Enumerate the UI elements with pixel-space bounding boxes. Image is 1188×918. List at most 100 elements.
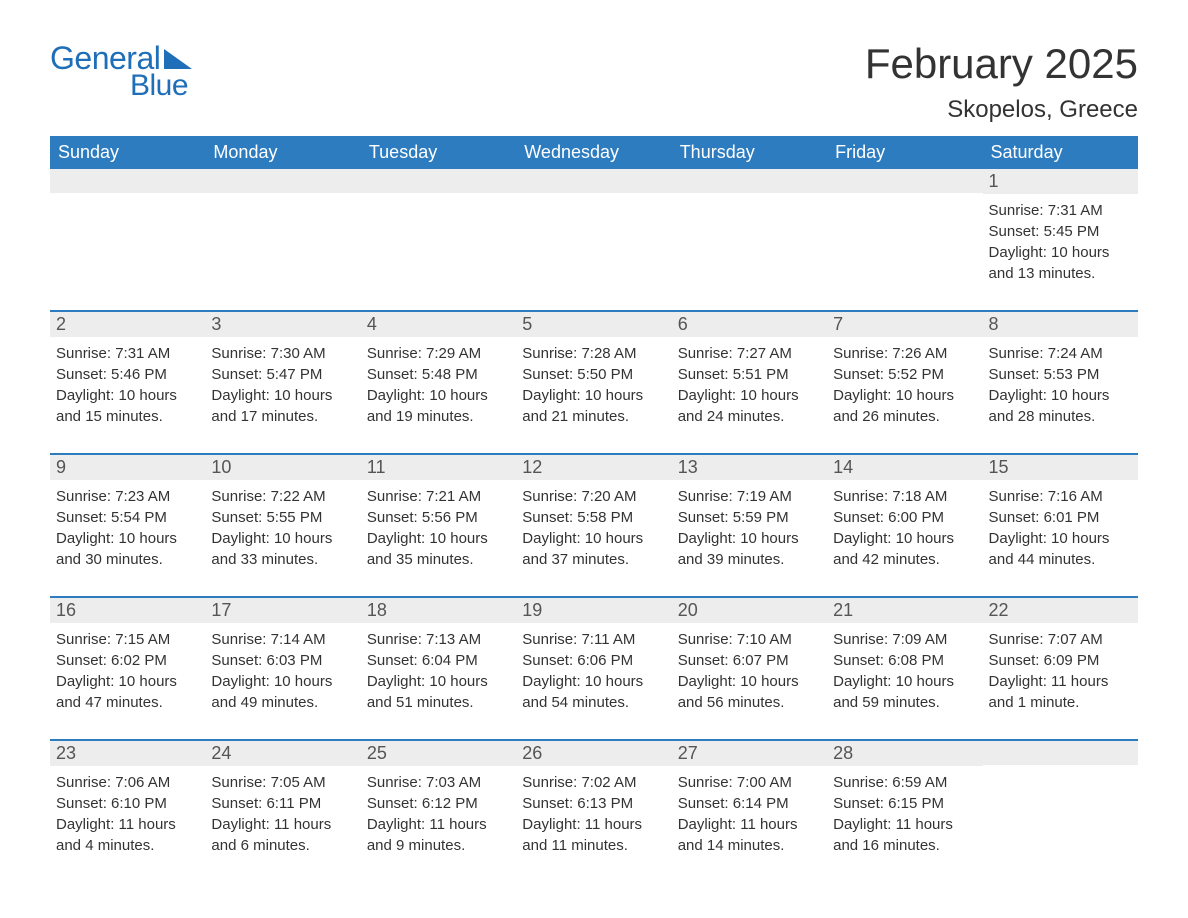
day-sunrise: Sunrise: 7:22 AM	[211, 486, 354, 507]
day-cell: 5Sunrise: 7:28 AMSunset: 5:50 PMDaylight…	[516, 312, 671, 433]
day-sunset: Sunset: 5:50 PM	[522, 364, 665, 385]
day-content: Sunrise: 7:22 AMSunset: 5:55 PMDaylight:…	[205, 480, 360, 576]
weeks-container: 1Sunrise: 7:31 AMSunset: 5:45 PMDaylight…	[50, 169, 1138, 862]
day-cell: 13Sunrise: 7:19 AMSunset: 5:59 PMDayligh…	[672, 455, 827, 576]
day-number: 7	[827, 312, 982, 337]
day-cell: 18Sunrise: 7:13 AMSunset: 6:04 PMDayligh…	[361, 598, 516, 719]
day-sunrise: Sunrise: 7:18 AM	[833, 486, 976, 507]
day-sunset: Sunset: 6:07 PM	[678, 650, 821, 671]
day-number: 23	[50, 741, 205, 766]
day-cell: 14Sunrise: 7:18 AMSunset: 6:00 PMDayligh…	[827, 455, 982, 576]
day-cell: 6Sunrise: 7:27 AMSunset: 5:51 PMDaylight…	[672, 312, 827, 433]
day-daylight1: Daylight: 11 hours	[989, 671, 1132, 692]
day-daylight2: and 56 minutes.	[678, 692, 821, 713]
day-sunset: Sunset: 5:56 PM	[367, 507, 510, 528]
day-sunset: Sunset: 5:52 PM	[833, 364, 976, 385]
weekday-header: Thursday	[672, 136, 827, 169]
day-sunrise: Sunrise: 7:10 AM	[678, 629, 821, 650]
day-cell: 21Sunrise: 7:09 AMSunset: 6:08 PMDayligh…	[827, 598, 982, 719]
day-sunrise: Sunrise: 7:30 AM	[211, 343, 354, 364]
day-cell	[672, 169, 827, 290]
day-sunset: Sunset: 5:45 PM	[989, 221, 1132, 242]
day-daylight2: and 11 minutes.	[522, 835, 665, 856]
day-number: 4	[361, 312, 516, 337]
day-sunrise: Sunrise: 7:14 AM	[211, 629, 354, 650]
day-cell: 3Sunrise: 7:30 AMSunset: 5:47 PMDaylight…	[205, 312, 360, 433]
day-number: 26	[516, 741, 671, 766]
day-daylight2: and 4 minutes.	[56, 835, 199, 856]
day-daylight2: and 39 minutes.	[678, 549, 821, 570]
day-content: Sunrise: 7:06 AMSunset: 6:10 PMDaylight:…	[50, 766, 205, 862]
day-cell: 11Sunrise: 7:21 AMSunset: 5:56 PMDayligh…	[361, 455, 516, 576]
day-daylight1: Daylight: 10 hours	[367, 528, 510, 549]
day-daylight2: and 54 minutes.	[522, 692, 665, 713]
day-number: 21	[827, 598, 982, 623]
day-sunset: Sunset: 5:46 PM	[56, 364, 199, 385]
day-cell: 2Sunrise: 7:31 AMSunset: 5:46 PMDaylight…	[50, 312, 205, 433]
day-daylight1: Daylight: 10 hours	[211, 528, 354, 549]
day-daylight2: and 44 minutes.	[989, 549, 1132, 570]
day-number: 27	[672, 741, 827, 766]
day-daylight1: Daylight: 10 hours	[367, 671, 510, 692]
day-cell: 7Sunrise: 7:26 AMSunset: 5:52 PMDaylight…	[827, 312, 982, 433]
week-row: 1Sunrise: 7:31 AMSunset: 5:45 PMDaylight…	[50, 169, 1138, 290]
day-sunrise: Sunrise: 7:06 AM	[56, 772, 199, 793]
day-sunset: Sunset: 5:54 PM	[56, 507, 199, 528]
day-number: 1	[983, 169, 1138, 194]
day-daylight2: and 26 minutes.	[833, 406, 976, 427]
day-cell: 15Sunrise: 7:16 AMSunset: 6:01 PMDayligh…	[983, 455, 1138, 576]
day-sunset: Sunset: 6:00 PM	[833, 507, 976, 528]
day-daylight1: Daylight: 11 hours	[211, 814, 354, 835]
day-cell: 28Sunrise: 6:59 AMSunset: 6:15 PMDayligh…	[827, 741, 982, 862]
day-cell: 26Sunrise: 7:02 AMSunset: 6:13 PMDayligh…	[516, 741, 671, 862]
day-sunrise: Sunrise: 6:59 AM	[833, 772, 976, 793]
day-sunrise: Sunrise: 7:24 AM	[989, 343, 1132, 364]
day-sunrise: Sunrise: 7:21 AM	[367, 486, 510, 507]
day-number: 2	[50, 312, 205, 337]
day-number: 20	[672, 598, 827, 623]
location: Skopelos, Greece	[865, 96, 1138, 124]
day-number: 5	[516, 312, 671, 337]
day-number	[205, 169, 360, 193]
day-cell: 8Sunrise: 7:24 AMSunset: 5:53 PMDaylight…	[983, 312, 1138, 433]
day-cell: 17Sunrise: 7:14 AMSunset: 6:03 PMDayligh…	[205, 598, 360, 719]
day-daylight1: Daylight: 10 hours	[367, 385, 510, 406]
calendar: SundayMondayTuesdayWednesdayThursdayFrid…	[50, 136, 1138, 862]
day-content: Sunrise: 7:19 AMSunset: 5:59 PMDaylight:…	[672, 480, 827, 576]
day-cell: 24Sunrise: 7:05 AMSunset: 6:11 PMDayligh…	[205, 741, 360, 862]
day-daylight1: Daylight: 11 hours	[56, 814, 199, 835]
day-sunrise: Sunrise: 7:02 AM	[522, 772, 665, 793]
day-daylight1: Daylight: 10 hours	[989, 528, 1132, 549]
day-daylight1: Daylight: 11 hours	[522, 814, 665, 835]
day-daylight1: Daylight: 10 hours	[211, 385, 354, 406]
day-content: Sunrise: 7:28 AMSunset: 5:50 PMDaylight:…	[516, 337, 671, 433]
day-daylight1: Daylight: 10 hours	[833, 671, 976, 692]
day-number	[516, 169, 671, 193]
day-daylight1: Daylight: 10 hours	[211, 671, 354, 692]
logo: General Blue	[50, 40, 192, 103]
day-sunset: Sunset: 6:10 PM	[56, 793, 199, 814]
day-sunset: Sunset: 5:59 PM	[678, 507, 821, 528]
day-number: 25	[361, 741, 516, 766]
week-row: 23Sunrise: 7:06 AMSunset: 6:10 PMDayligh…	[50, 739, 1138, 862]
day-daylight2: and 28 minutes.	[989, 406, 1132, 427]
day-daylight2: and 6 minutes.	[211, 835, 354, 856]
day-cell: 12Sunrise: 7:20 AMSunset: 5:58 PMDayligh…	[516, 455, 671, 576]
week-row: 2Sunrise: 7:31 AMSunset: 5:46 PMDaylight…	[50, 310, 1138, 433]
day-number	[361, 169, 516, 193]
day-cell: 4Sunrise: 7:29 AMSunset: 5:48 PMDaylight…	[361, 312, 516, 433]
day-content: Sunrise: 7:13 AMSunset: 6:04 PMDaylight:…	[361, 623, 516, 719]
logo-text-blue: Blue	[130, 69, 188, 103]
day-number: 9	[50, 455, 205, 480]
day-content: Sunrise: 7:24 AMSunset: 5:53 PMDaylight:…	[983, 337, 1138, 433]
day-sunrise: Sunrise: 7:11 AM	[522, 629, 665, 650]
weekday-header: Sunday	[50, 136, 205, 169]
title-block: February 2025 Skopelos, Greece	[865, 40, 1138, 124]
day-daylight2: and 16 minutes.	[833, 835, 976, 856]
day-cell: 25Sunrise: 7:03 AMSunset: 6:12 PMDayligh…	[361, 741, 516, 862]
day-cell	[205, 169, 360, 290]
day-number: 18	[361, 598, 516, 623]
day-cell: 9Sunrise: 7:23 AMSunset: 5:54 PMDaylight…	[50, 455, 205, 576]
day-content: Sunrise: 6:59 AMSunset: 6:15 PMDaylight:…	[827, 766, 982, 862]
day-content: Sunrise: 7:00 AMSunset: 6:14 PMDaylight:…	[672, 766, 827, 862]
